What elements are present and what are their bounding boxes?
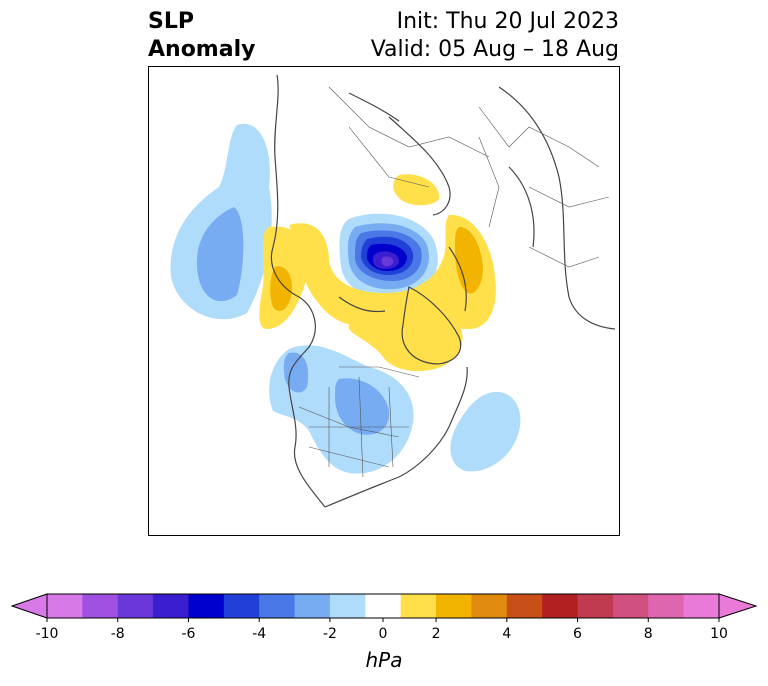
colorbar-tick-label: -2 — [322, 626, 337, 642]
neg-anomaly-pacific — [170, 123, 272, 320]
colorbar-tick-label: 6 — [573, 626, 582, 642]
political-borders — [298, 86, 610, 478]
colorbar — [10, 593, 758, 622]
colorbar-tick-label: 4 — [502, 626, 512, 642]
map-dates: Init: Thu 20 Jul 2023 Valid: 05 Aug – 18… — [371, 8, 619, 64]
colorbar-bin — [294, 594, 331, 618]
colorbar-bin — [153, 594, 189, 618]
colorbar-bin — [648, 594, 685, 618]
colorbar-tick-label: -10 — [35, 626, 59, 642]
coastlines — [270, 74, 616, 508]
colorbar-bin — [188, 594, 225, 618]
colorbar-bin — [577, 594, 614, 618]
colorbar-extend-max — [718, 593, 758, 619]
map-panel — [148, 66, 620, 536]
colorbar-bin — [117, 594, 154, 618]
map-svg — [170, 74, 616, 508]
colorbar-bin — [683, 594, 720, 618]
colorbar-bin — [612, 594, 649, 618]
colorbar-tick-label: 2 — [431, 626, 441, 642]
colorbar-unit-label: hPa — [365, 648, 403, 672]
colorbar-extend-min — [10, 593, 48, 619]
colorbar-bin — [82, 594, 119, 618]
colorbar-bin — [223, 594, 260, 618]
colorbar-tick-label: -6 — [181, 626, 196, 642]
colorbar-bin — [47, 594, 83, 618]
colorbar-bin — [436, 594, 472, 618]
pos-anomaly-ring — [259, 174, 496, 372]
colorbar-tick-label: 8 — [643, 626, 653, 642]
colorbar-tick-label: 0 — [378, 626, 388, 642]
colorbar-tick-label: -4 — [252, 626, 267, 642]
colorbar-tick-label: 10 — [710, 626, 728, 642]
colorbar-bin — [329, 594, 366, 618]
title-line-2: Anomaly — [148, 37, 256, 62]
init-date: Init: Thu 20 Jul 2023 — [396, 9, 619, 34]
title-line-1: SLP — [148, 9, 194, 34]
map-title: SLP Anomaly — [148, 8, 255, 64]
colorbar-bin — [471, 594, 508, 618]
colorbar-bin — [400, 594, 437, 618]
colorbar-bin — [506, 594, 543, 618]
colorbar-bin — [542, 594, 579, 618]
neg-anomaly-atlantic — [450, 391, 521, 472]
neg-anomaly-arctic — [339, 213, 438, 300]
neg-anomaly-canada — [269, 345, 414, 474]
colorbar-bin — [259, 594, 296, 618]
valid-range: Valid: 05 Aug – 18 Aug — [370, 37, 619, 62]
colorbar-tick-label: -8 — [110, 626, 125, 642]
colorbar-bin — [365, 594, 402, 618]
